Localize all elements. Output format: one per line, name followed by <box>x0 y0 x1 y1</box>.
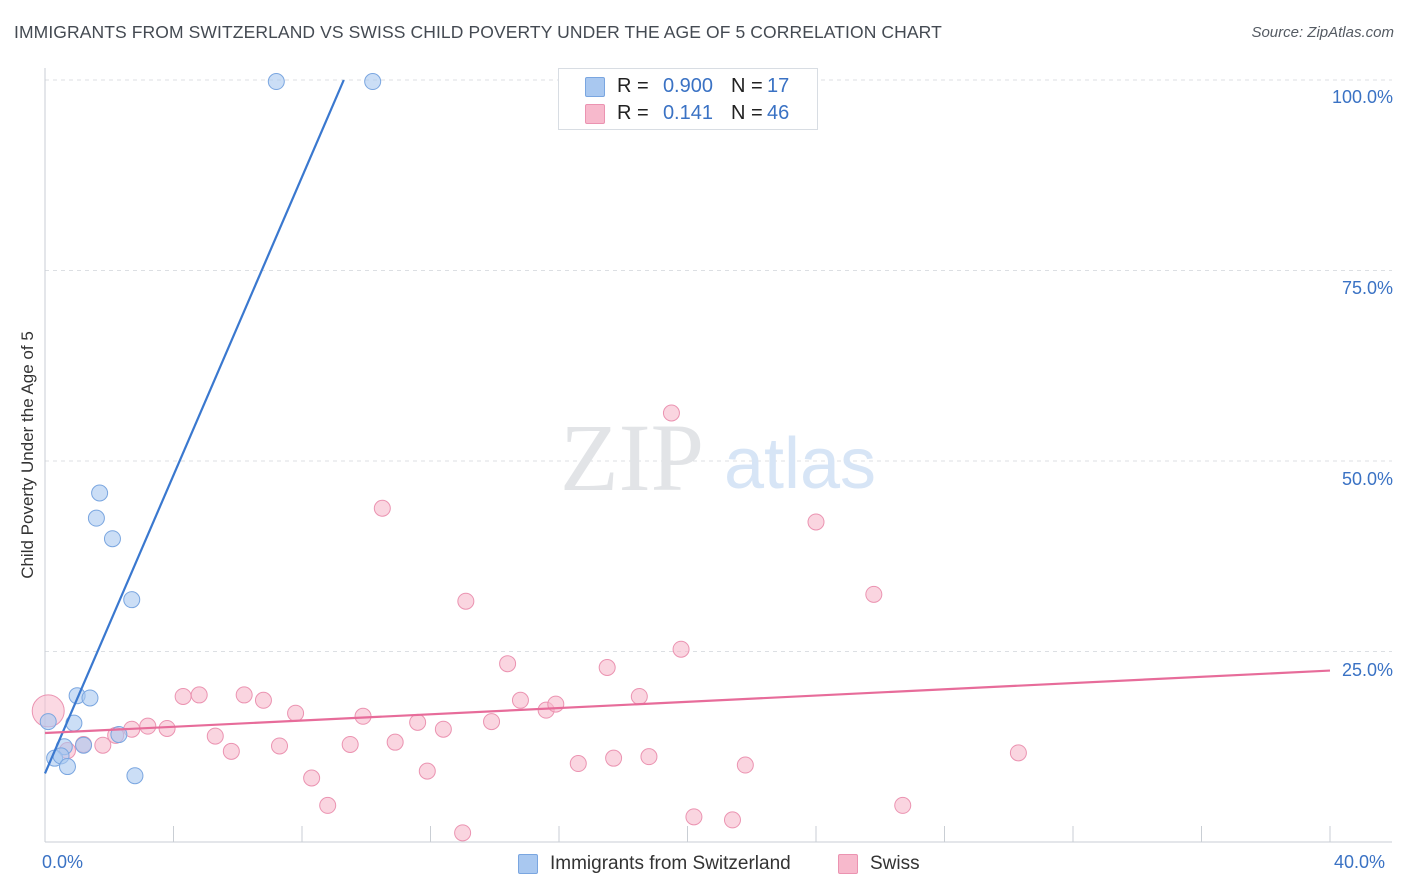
swiss-point <box>174 687 192 705</box>
swiss-point <box>386 733 404 751</box>
immigrants-point <box>81 689 99 707</box>
y-axis-label: Child Poverty Under the Age of 5 <box>18 331 37 579</box>
series-swiss-points <box>31 404 1027 842</box>
legend-swatch-swiss <box>838 854 858 874</box>
watermark: ZIP atlas <box>560 404 876 511</box>
legend-label-immigrants: Immigrants from Switzerland <box>550 853 791 874</box>
swiss-point <box>235 686 253 704</box>
swiss-point <box>723 811 741 829</box>
y-tick-label-100: 100.0% <box>1331 87 1393 107</box>
swiss-point <box>598 659 616 677</box>
swiss-point <box>499 655 517 673</box>
swiss-point <box>605 749 623 767</box>
swiss-point <box>303 769 321 787</box>
swiss-point <box>457 592 475 610</box>
immigrants-point <box>75 736 93 754</box>
immigrants-point <box>39 713 57 731</box>
swiss-point <box>222 742 240 760</box>
legend-swatch-immigrants <box>585 77 605 97</box>
y-tick-label-25: 25.0% <box>1341 660 1393 680</box>
swiss-point <box>511 691 529 709</box>
swiss-point <box>807 513 825 531</box>
swiss-point <box>640 748 658 766</box>
swiss-point <box>271 737 289 755</box>
immigrants-point <box>123 591 141 609</box>
r-value: 0.141 <box>662 102 713 124</box>
swiss-point <box>254 691 272 709</box>
swiss-point <box>319 796 337 814</box>
stats-row-swiss: R = 0.141 N = 46 <box>559 100 817 128</box>
r-label: R = <box>617 102 649 124</box>
y-tick-label-50: 50.0% <box>1341 469 1393 489</box>
swiss-point <box>894 796 912 814</box>
r-label: R = <box>617 75 649 97</box>
swiss-point <box>409 713 427 731</box>
immigrants-point <box>364 73 382 91</box>
grid-lines <box>45 79 1392 652</box>
chart-title: IMMIGRANTS FROM SWITZERLAND VS SWISS CHI… <box>14 22 942 42</box>
watermark-atlas: atlas <box>724 424 876 504</box>
swiss-point <box>287 704 305 722</box>
legend-swatch-immigrants <box>518 854 538 874</box>
legend-label-swiss: Swiss <box>870 853 920 874</box>
r-value: 0.900 <box>662 75 713 97</box>
trend-line-immigrants <box>43 79 345 774</box>
immigrants-point <box>91 484 109 502</box>
x-tick-label-max: 40.0% <box>1334 852 1386 872</box>
trend-lines <box>43 79 1331 774</box>
series-legend: Immigrants from Switzerland Swiss <box>0 852 1406 878</box>
swiss-point <box>373 499 391 517</box>
n-value: 17 <box>767 75 790 97</box>
swiss-point <box>341 735 359 753</box>
swiss-point <box>672 640 690 658</box>
series-immigrants-points <box>39 73 382 785</box>
swiss-point <box>454 824 472 842</box>
x-tick-label-min: 0.0% <box>42 852 84 872</box>
stats-row-immigrants: R = 0.900 N = 17 <box>559 73 817 101</box>
swiss-point <box>483 713 501 731</box>
n-value: 46 <box>767 102 790 124</box>
source-credit: Source: ZipAtlas.com <box>1251 24 1394 41</box>
n-label: N = <box>731 102 763 124</box>
legend-swatch-swiss <box>585 104 605 124</box>
stats-legend: R = 0.900 N = 17 R = 0.141 N = 46 <box>558 68 818 130</box>
swiss-point <box>865 585 883 603</box>
immigrants-point <box>103 530 121 548</box>
y-tick-label-75: 75.0% <box>1341 278 1393 298</box>
axes <box>44 68 1392 843</box>
watermark-zip: ZIP <box>560 404 704 511</box>
immigrants-point <box>267 73 285 91</box>
immigrants-point <box>58 758 76 776</box>
swiss-point <box>685 808 703 826</box>
swiss-point <box>630 687 648 705</box>
swiss-point <box>190 686 208 704</box>
swiss-point <box>206 727 224 745</box>
immigrants-point <box>87 509 105 527</box>
trend-line-swiss <box>44 669 1331 735</box>
swiss-point <box>418 762 436 780</box>
swiss-point <box>547 695 565 713</box>
swiss-point <box>736 756 754 774</box>
swiss-point <box>662 404 680 422</box>
n-label: N = <box>731 75 763 97</box>
swiss-point <box>569 755 587 773</box>
swiss-point <box>139 717 157 735</box>
immigrants-point <box>126 767 144 785</box>
swiss-point <box>94 736 112 754</box>
swiss-point <box>434 720 452 738</box>
swiss-point <box>1009 744 1027 762</box>
